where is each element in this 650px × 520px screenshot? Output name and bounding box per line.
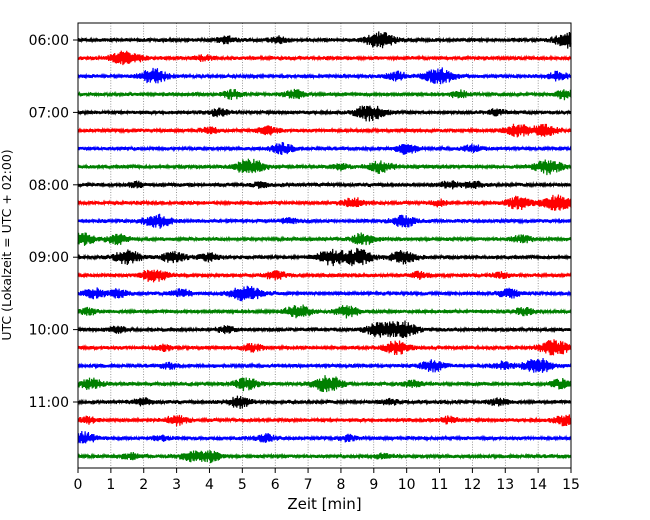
- seismogram-trace: [77, 414, 572, 427]
- seismogram-trace: [77, 247, 572, 267]
- x-tick-label: 9: [369, 477, 378, 493]
- seismogram-trace: [77, 431, 572, 444]
- seismogram-trace: [77, 357, 572, 373]
- seismogram-trace: [77, 31, 572, 49]
- seismogram-trace: [77, 320, 572, 338]
- x-tick-label: 12: [463, 477, 481, 493]
- seismogram-trace: [77, 105, 572, 122]
- seismogram-trace: [77, 180, 572, 190]
- x-tick-label: 5: [238, 477, 247, 493]
- x-tick-label: 8: [336, 477, 345, 493]
- x-tick-label: 4: [205, 477, 214, 493]
- y-tick-label: 10:00: [29, 323, 69, 339]
- x-tick-label: 1: [106, 477, 115, 493]
- seismogram-trace: [77, 213, 572, 229]
- seismogram-trace: [77, 269, 572, 283]
- y-tick-label: 07:00: [29, 105, 69, 121]
- x-tick-label: 0: [74, 477, 83, 493]
- seismogram-traces: [77, 31, 572, 464]
- seismogram-trace: [77, 67, 572, 85]
- y-tick-label: 11:00: [29, 395, 69, 411]
- seismogram-trace: [77, 194, 572, 211]
- x-tick-label: 2: [139, 477, 148, 493]
- x-tick-label: 10: [398, 477, 416, 493]
- y-axis-ticks: 06:00 07:00 08:00 09:00 10:00 11:00: [29, 33, 78, 411]
- y-axis-label: UTC (Lokalzeit = UTC + 02:00): [0, 149, 14, 340]
- x-tick-label: 3: [172, 477, 181, 493]
- y-tick-label: 09:00: [29, 250, 69, 266]
- seismogram-trace: [77, 88, 572, 101]
- y-tick-label: 06:00: [29, 33, 69, 49]
- seismogram-trace: [77, 141, 572, 156]
- seismogram-trace: [77, 450, 572, 464]
- seismogram-trace: [77, 395, 572, 409]
- seismogram-trace: [77, 158, 572, 176]
- seismogram-trace: [77, 304, 572, 319]
- x-axis-label: Zeit [min]: [287, 495, 361, 513]
- x-axis-ticks: 0 1 2 3 4 5 6 7 8 9 10 11 12 13 14 15: [74, 468, 580, 493]
- seismogram-trace: [77, 123, 572, 138]
- x-tick-label: 13: [496, 477, 514, 493]
- y-tick-label: 08:00: [29, 178, 69, 194]
- x-tick-label: 14: [529, 477, 547, 493]
- seismogram-trace: [77, 50, 572, 66]
- axes-border: [77, 22, 572, 469]
- seismogram-trace: [77, 339, 572, 356]
- seismogram-trace: [77, 285, 572, 302]
- x-tick-label: 7: [304, 477, 313, 493]
- x-tick-label: 15: [562, 477, 580, 493]
- x-tick-label: 11: [431, 477, 449, 493]
- seismogram-trace: [77, 232, 572, 246]
- x-tick-label: 6: [271, 477, 280, 493]
- seismogram-trace: [77, 375, 572, 393]
